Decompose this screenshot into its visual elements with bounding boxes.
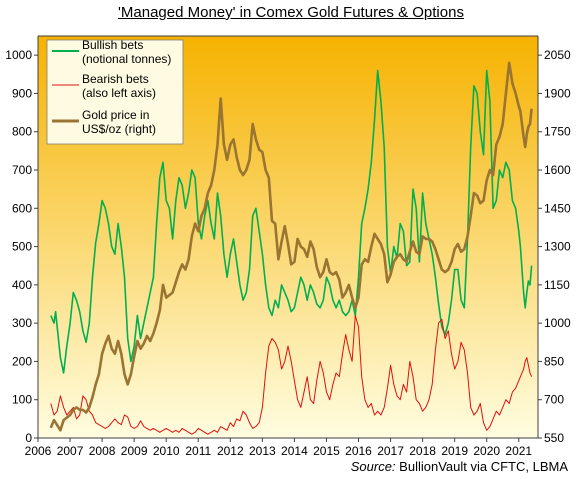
legend-label-gold: Gold price in US$/oz (right): [82, 108, 156, 136]
left-tick-label: 200: [12, 354, 32, 368]
x-tick-label: 2019: [441, 444, 468, 458]
left-tick-label: 0: [25, 431, 32, 445]
x-tick-label: 2014: [281, 444, 308, 458]
right-tick-label: 1150: [544, 278, 570, 292]
left-tick-label: 600: [12, 201, 32, 215]
x-tick-label: 2011: [185, 444, 211, 458]
legend-label-bullish: Bullish bets (notional tonnes): [82, 38, 171, 66]
x-tick-label: 2009: [121, 444, 148, 458]
right-tick-label: 850: [544, 354, 564, 368]
right-tick-label: 1000: [544, 316, 571, 330]
x-tick-label: 2010: [153, 444, 180, 458]
x-tick-label: 2012: [217, 444, 244, 458]
x-tick-label: 2018: [409, 444, 436, 458]
source-text: BullionVault via CFTC, LBMA: [399, 459, 568, 474]
left-tick-label: 800: [12, 125, 32, 139]
left-tick-label: 300: [12, 316, 32, 330]
x-tick-label: 2020: [473, 444, 500, 458]
series-layer: [49, 61, 533, 435]
right-tick-label: 1300: [544, 240, 571, 254]
source-label: Source:: [350, 459, 396, 474]
left-tick-label: 900: [12, 86, 32, 100]
right-axis-ticks: 550 700 850 1000 1150 1300 1450 1600 1750 1900 205…: [538, 48, 571, 445]
left-tick-label: 400: [12, 278, 32, 292]
right-tick-label: 1450: [544, 201, 571, 215]
left-axis-ticks: 0 100 200 300 400 500 600 700 800 900 1000: [5, 48, 38, 445]
left-tick-label: 500: [12, 240, 32, 254]
x-tick-label: 2008: [89, 444, 116, 458]
legend-label-bearish: Bearish bets (also left axis): [82, 72, 156, 100]
x-axis-ticks: 2006 2007 2008 2009 2010 2011 2012 2013 2014 2015…: [25, 438, 532, 458]
series-line-bullish: [50, 69, 533, 374]
left-tick-label: 700: [12, 163, 32, 177]
right-tick-label: 1600: [544, 163, 571, 177]
series-line-bearish: [50, 315, 533, 435]
legend-box: [46, 39, 184, 145]
left-tick-label: 100: [12, 393, 32, 407]
x-tick-label: 2013: [249, 444, 276, 458]
right-tick-label: 2050: [544, 48, 571, 62]
left-tick-label: 1000: [5, 48, 32, 62]
right-tick-label: 700: [544, 393, 564, 407]
x-tick-label: 2016: [345, 444, 372, 458]
x-tick-label: 2021: [505, 444, 532, 458]
right-tick-label: 550: [544, 431, 564, 445]
series-line-gold: [49, 61, 533, 432]
x-tick-label: 2007: [57, 444, 84, 458]
x-tick-label: 2006: [25, 444, 52, 458]
chart-title: 'Managed Money' in Comex Gold Futures & …: [118, 4, 464, 21]
right-tick-label: 1750: [544, 125, 571, 139]
source-note: Source: BullionVault via CFTC, LBMA: [351, 459, 568, 474]
right-tick-label: 1900: [544, 86, 571, 100]
x-tick-label: 2015: [313, 444, 340, 458]
x-tick-label: 2017: [377, 444, 404, 458]
legend: Bullish bets (notional tonnes) Bearish be…: [46, 38, 184, 145]
